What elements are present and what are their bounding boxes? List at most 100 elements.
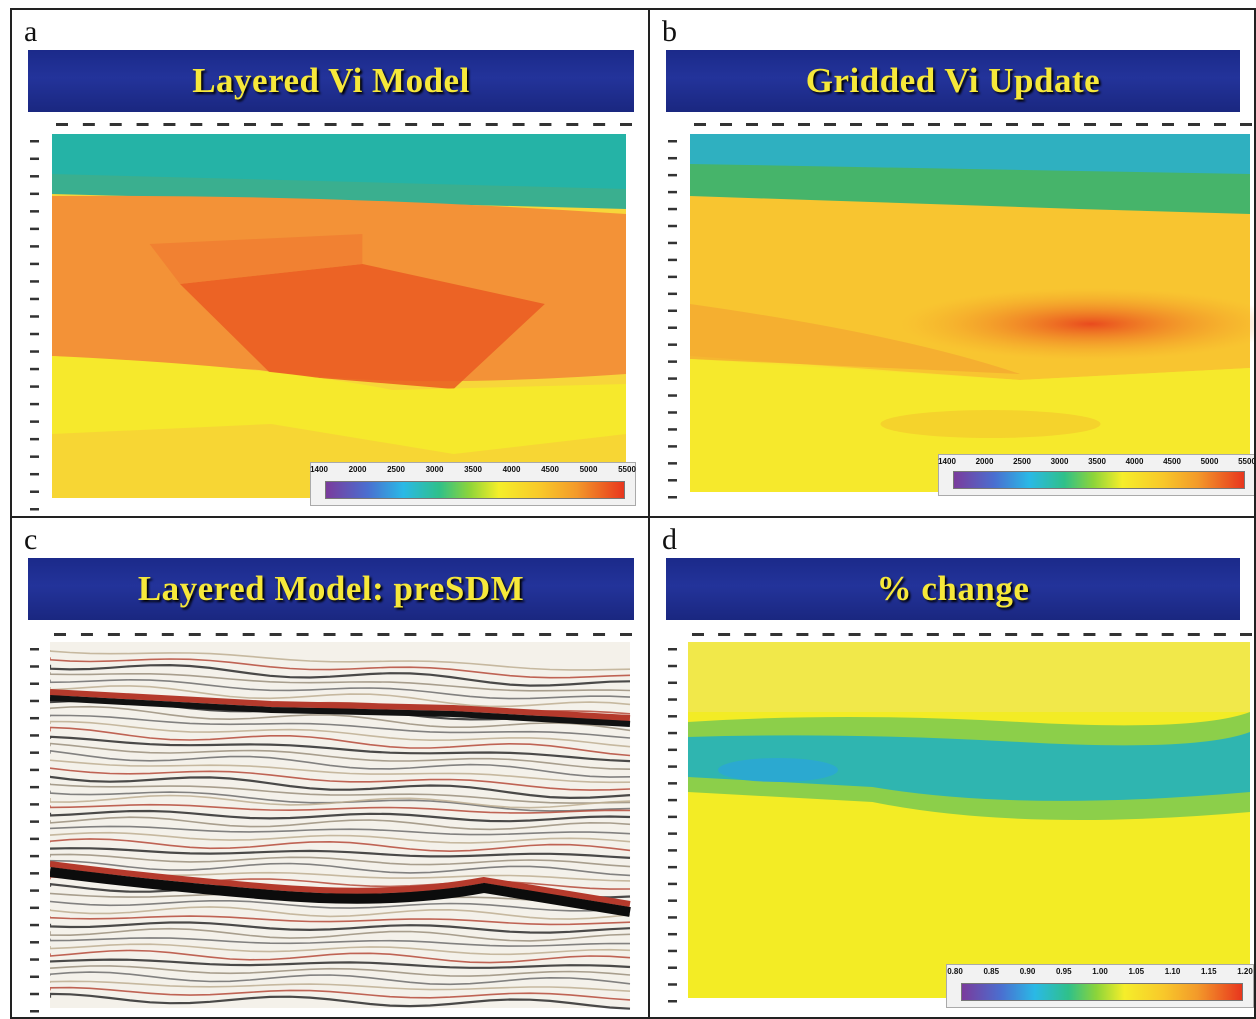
seismic-reflector — [48, 958, 631, 969]
top-tick-label — [1057, 633, 1070, 636]
figure: a Layered Vi Model 1400 2000 2500 3000 3500 4… — [10, 8, 1256, 1019]
colorbar-gradient — [953, 471, 1245, 489]
seismic-reflector — [49, 783, 631, 804]
upper-red-reflector — [49, 689, 631, 721]
left-tick-label — [668, 949, 677, 953]
left-tick-label — [668, 326, 677, 329]
left-tick-label — [30, 437, 39, 441]
top-tick-label — [1032, 123, 1044, 126]
left-tick-label — [668, 462, 677, 465]
colorbar-tick-label: 3000 — [1050, 457, 1069, 466]
top-tick-label — [952, 633, 965, 636]
high-velocity-anomaly — [900, 288, 1254, 360]
top-tick-label — [620, 123, 632, 126]
top-tick-label — [80, 633, 93, 636]
left-tick-label — [30, 682, 39, 685]
left-tick-label — [30, 906, 39, 910]
seismic-reflector — [49, 720, 631, 748]
left-tick-label — [668, 648, 677, 651]
top-tick-label — [850, 123, 862, 126]
left-tick-label — [668, 241, 677, 245]
left-tick-label — [668, 207, 677, 211]
left-tick-label — [668, 309, 677, 313]
left-tick-label — [30, 751, 39, 754]
left-tick-label — [668, 882, 677, 886]
top-tick-label — [848, 633, 861, 636]
top-tick-label — [798, 123, 810, 126]
colorbar-tick-label: 5500 — [618, 465, 636, 474]
left-tick-label — [668, 798, 677, 802]
panel-title: Gridded Vi Update — [805, 61, 1101, 100]
seismic-reflector — [48, 921, 631, 934]
top-tick-label — [718, 633, 731, 636]
top-tick-label — [900, 633, 913, 636]
colorbar-tick-label: 0.85 — [983, 967, 1000, 976]
seismic-reflector — [48, 775, 631, 800]
left-tick-label — [668, 479, 677, 482]
panel-title-banner: Gridded Vi Update — [666, 50, 1240, 112]
left-tick-label — [30, 508, 39, 511]
colorbar-ticks: 1400 2000 2500 3000 3500 4000 4500 5000 5500 — [938, 457, 1254, 469]
colorbar-tick-label: 1.15 — [1200, 967, 1217, 976]
left-tick-label — [30, 716, 39, 720]
colorbar-gradient — [325, 481, 625, 499]
left-tick-label — [668, 748, 677, 752]
top-tick-label — [351, 123, 364, 126]
left-tick-label — [668, 664, 677, 668]
seismic-section-plot — [28, 630, 636, 1014]
top-tick-label — [1136, 123, 1148, 126]
seismic-reflector — [49, 767, 631, 791]
velocity-colorbar: 1400 2000 2500 3000 3500 4000 4500 5000 5500 — [310, 462, 636, 506]
top-tick-label — [485, 633, 498, 636]
panel-d: d % change 0.80 0.85 0.90 0.95 1.00 1.05 1.10 1… — [648, 516, 1256, 1019]
left-tick-label — [668, 360, 677, 363]
top-tick-label — [876, 123, 888, 126]
left-tick-label — [30, 665, 39, 668]
left-tick-label — [30, 958, 39, 961]
top-tick-label — [190, 123, 203, 126]
top-tick-label — [928, 123, 940, 126]
top-tick-label — [744, 633, 757, 636]
left-tick-label — [668, 156, 677, 160]
top-tick-label — [824, 123, 836, 126]
seismic-reflector — [49, 749, 631, 778]
top-tick-label — [107, 633, 120, 636]
left-tick-label — [30, 140, 39, 143]
seismic-reflector — [49, 937, 631, 947]
left-tick-label — [668, 343, 677, 346]
top-tick-label — [485, 123, 498, 126]
left-tick-label — [668, 681, 677, 685]
seismic-reflector — [49, 726, 631, 757]
panel-a: a Layered Vi Model 1400 2000 2500 3000 3500 4… — [10, 8, 650, 518]
upper-black-reflector — [49, 695, 631, 727]
left-tick-label — [30, 699, 39, 703]
panel-label: a — [24, 15, 38, 48]
colorbar-tick-label: 4000 — [502, 465, 521, 474]
seismic-reflector — [49, 915, 631, 926]
seismic-reflector — [49, 685, 631, 708]
top-tick-label — [1161, 633, 1174, 636]
top-tick-label — [620, 633, 632, 636]
left-tick-label — [30, 837, 39, 841]
top-tick-label — [136, 123, 149, 126]
left-tick-label — [668, 815, 677, 819]
top-tick-label — [1031, 633, 1044, 636]
top-tick-label — [82, 123, 95, 126]
left-tick-label — [30, 210, 39, 213]
left-tick-label — [668, 173, 677, 177]
colorbar-tick-label: 4000 — [1125, 457, 1144, 466]
top-axis — [28, 120, 636, 134]
top-tick-label — [1162, 123, 1174, 126]
left-tick-label — [668, 983, 677, 986]
colorbar-tick-label: 5000 — [1200, 457, 1219, 466]
velocity-update-plot — [666, 120, 1254, 500]
top-tick-label — [54, 633, 66, 636]
top-tick-label — [512, 633, 525, 636]
seismic-reflector — [49, 943, 631, 956]
seismic-reflector — [49, 838, 631, 853]
panel-title-banner: Layered Model: preSDM — [28, 558, 634, 620]
top-axis — [666, 120, 1254, 134]
seismic-reflector — [49, 986, 631, 1001]
top-tick-label — [694, 123, 706, 126]
seismic-reflector — [49, 803, 631, 814]
